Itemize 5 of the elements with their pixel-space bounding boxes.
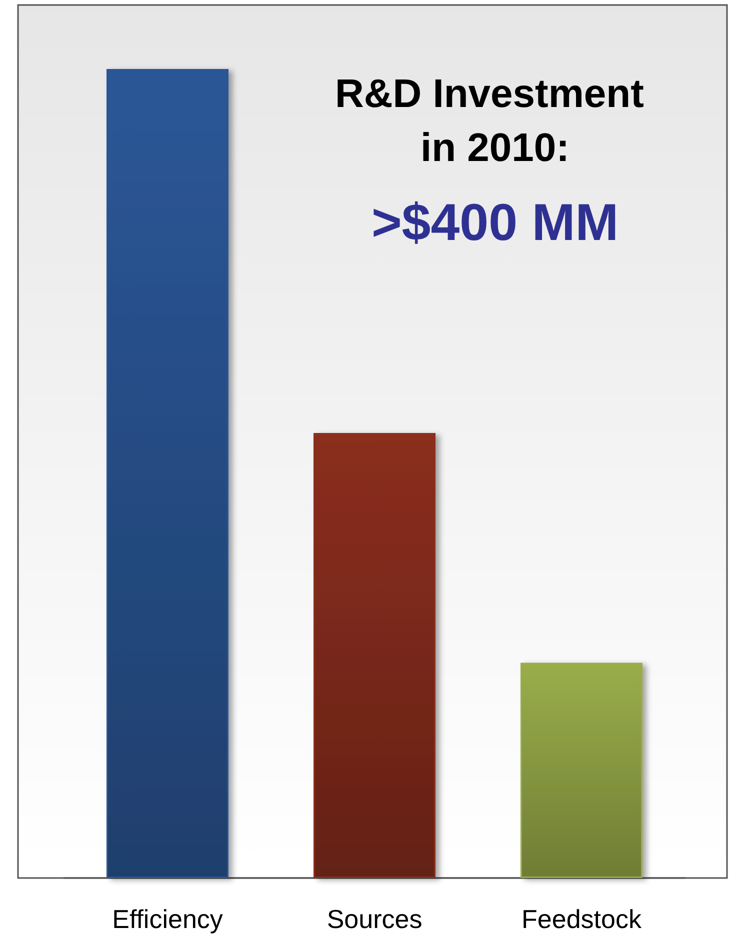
x-tick-label: Sources: [326, 904, 422, 934]
text: >$400 MM: [371, 194, 619, 252]
x-tick-label: Feedstock: [522, 904, 642, 934]
x-tick-label: Efficiency: [112, 904, 223, 934]
text: R&D Investment in 2010:: [334, 72, 656, 170]
